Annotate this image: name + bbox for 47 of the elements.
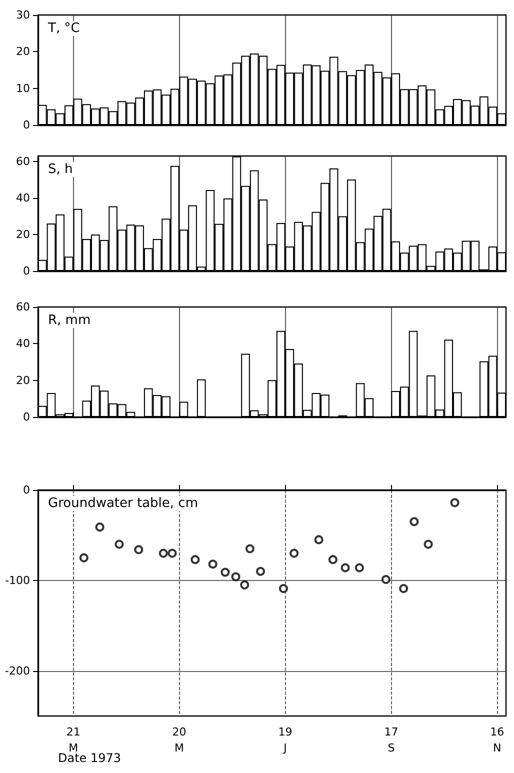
point	[245, 544, 254, 554]
point	[450, 498, 460, 508]
y-tick-label: 20	[16, 45, 30, 58]
point	[424, 540, 433, 549]
y-tick-label: 10	[16, 82, 30, 95]
point	[410, 517, 419, 526]
y-axis-title: Groundwater table, cm	[48, 496, 198, 511]
y-axis-title: S, h	[48, 162, 73, 177]
y-tick-label: -200	[5, 664, 30, 678]
y-tick-label: 0	[23, 484, 30, 496]
point	[314, 535, 324, 544]
y-tick-label: 40	[16, 337, 30, 350]
x-tick-label: 17 S	[384, 726, 398, 754]
y-tick-label: 0	[23, 410, 30, 424]
y-axis-title: T, °C	[47, 21, 80, 36]
y-tick-label: -100	[5, 574, 30, 587]
y-tick-label: 60	[16, 154, 30, 168]
x-tick-label: 16 N	[490, 726, 504, 754]
y-tick-label: 30	[16, 8, 30, 22]
point	[158, 548, 168, 558]
point	[240, 580, 250, 590]
point	[208, 560, 218, 569]
point	[290, 548, 299, 558]
y-axis-title: R, mm	[48, 313, 91, 328]
x-tick-label: 19 J	[278, 726, 292, 754]
point	[399, 584, 408, 594]
y-tick-label: 0	[23, 264, 30, 278]
point	[381, 575, 390, 584]
point	[134, 545, 144, 554]
y-tick-label: 60	[16, 300, 30, 314]
point	[354, 563, 364, 572]
point	[114, 540, 124, 549]
point	[231, 572, 240, 582]
point	[340, 563, 350, 572]
point	[220, 568, 230, 577]
point	[79, 553, 88, 562]
point	[278, 584, 288, 594]
point	[328, 555, 338, 564]
y-tick-label: 20	[16, 228, 30, 241]
x-tick-label: 20 M	[172, 726, 186, 754]
point	[190, 555, 200, 564]
point	[95, 522, 104, 532]
point	[256, 566, 266, 576]
y-tick-label: 20	[16, 374, 30, 387]
y-tick-label: 40	[16, 191, 30, 204]
y-tick-label: 0	[23, 118, 30, 132]
point	[168, 548, 177, 558]
